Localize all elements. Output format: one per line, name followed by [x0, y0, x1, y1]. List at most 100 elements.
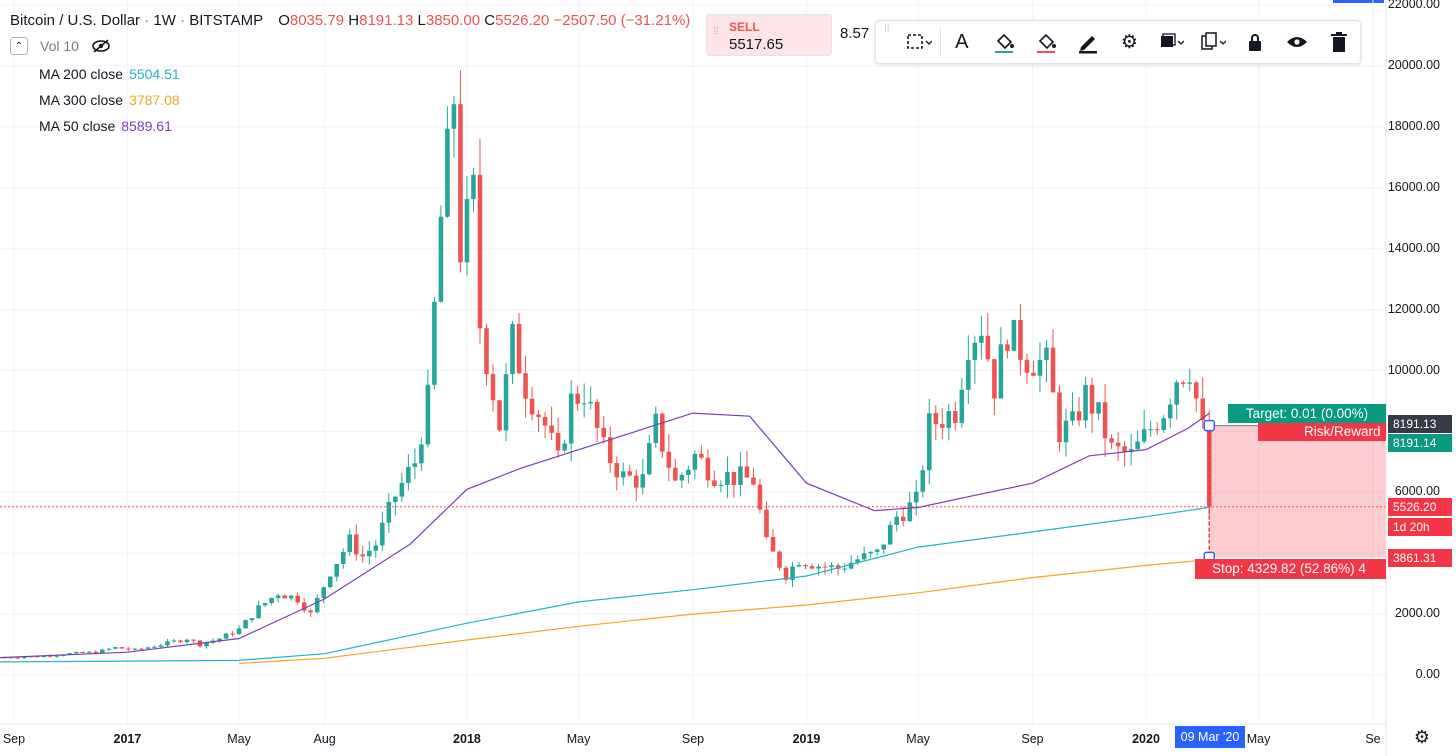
- candle-body: [158, 645, 164, 647]
- candle-body: [308, 610, 313, 613]
- ma50-label: MA 50 close: [39, 118, 116, 134]
- candle-body: [614, 463, 620, 478]
- candle-body: [992, 359, 997, 399]
- candle-body: [998, 344, 1004, 399]
- time-tick-label: May: [566, 732, 591, 746]
- candle-body: [783, 567, 789, 580]
- time-tick-label: 2017: [113, 732, 142, 746]
- candle-body: [979, 335, 984, 343]
- text-icon[interactable]: A: [955, 30, 969, 53]
- candle-body: [262, 602, 268, 606]
- candle-body: [236, 628, 242, 635]
- low-label: L: [417, 12, 426, 29]
- drag-handle-icon[interactable]: ⁞⁞: [713, 26, 719, 37]
- price-tick-label: 14000.00: [1387, 240, 1440, 255]
- candle-body: [1154, 429, 1160, 431]
- collapse-legend-button[interactable]: ⌃: [10, 37, 28, 55]
- time-tick-label: May: [227, 732, 251, 746]
- position-tool: [0, 419, 1386, 564]
- candle-body: [288, 595, 294, 599]
- candle-body: [666, 451, 672, 468]
- sell-button[interactable]: ⁞⁞ SELL 5517.65: [706, 14, 832, 56]
- fill-bucket-icon[interactable]: [983, 24, 1025, 60]
- candle-body: [881, 544, 886, 550]
- volume-legend[interactable]: ⌃ Vol 10: [10, 37, 111, 55]
- interval-label: 1W: [153, 12, 176, 29]
- candle-body: [568, 393, 574, 444]
- lock-icon[interactable]: [1234, 24, 1276, 60]
- stop-label[interactable]: Stop: 4329.82 (52.86%) 4: [1195, 559, 1386, 579]
- ma50-value: 8589.61: [121, 118, 172, 134]
- candle-body: [386, 501, 392, 523]
- candle-body: [581, 403, 587, 405]
- candle-body: [1135, 441, 1140, 450]
- candle-body: [399, 482, 405, 497]
- close-label: C: [484, 12, 496, 29]
- open-value: 8035.79: [289, 12, 345, 29]
- low-value: 3850.00: [425, 12, 481, 29]
- template-icon[interactable]: [1150, 24, 1192, 60]
- ma200-legend[interactable]: MA 200 close 5504.51: [39, 66, 180, 82]
- price-tag: 8191.13: [1388, 415, 1452, 433]
- candle-body: [633, 475, 639, 488]
- risk-zone: [1209, 425, 1386, 558]
- candle-body: [1083, 384, 1088, 421]
- time-tick-label: Sep: [681, 732, 705, 746]
- candle-body: [1037, 359, 1043, 376]
- ma200-value: 5504.51: [129, 66, 180, 82]
- candle-body: [321, 587, 326, 598]
- background-bucket-icon[interactable]: [1025, 24, 1067, 60]
- eye-icon[interactable]: [1276, 24, 1318, 60]
- candle-body: [1096, 402, 1101, 414]
- price-tick-label: 2000.00: [1394, 606, 1440, 621]
- candle-body: [940, 424, 945, 428]
- candle-body: [848, 562, 854, 569]
- candle-body: [1161, 418, 1166, 431]
- symbol-legend[interactable]: Bitcoin / U.S. Dollar · 1W · BITSTAMP O8…: [10, 12, 691, 29]
- drawing-toolbar[interactable]: ⁞⁞ A ⚙: [875, 20, 1361, 64]
- candle-body: [171, 640, 177, 642]
- candle-body: [113, 647, 118, 649]
- candle-body: [966, 359, 971, 390]
- candle-body: [503, 374, 509, 431]
- candle-body: [230, 633, 235, 635]
- candle-body: [705, 457, 711, 481]
- candle-body: [647, 443, 652, 475]
- risk-reward-label[interactable]: Risk/Reward: [1258, 423, 1386, 441]
- candle-body: [373, 545, 379, 551]
- candle-body: [132, 648, 138, 650]
- settings-gear-icon[interactable]: ⚙: [1413, 727, 1431, 747]
- open-label: O: [278, 12, 290, 29]
- candle-body: [764, 509, 769, 538]
- candle-body: [1174, 382, 1179, 405]
- candle-body: [959, 389, 965, 424]
- time-tick-label: 2019: [792, 732, 821, 746]
- eye-hidden-icon[interactable]: [91, 39, 111, 53]
- gear-icon[interactable]: ⚙: [1120, 31, 1138, 53]
- clone-icon[interactable]: [1192, 24, 1234, 60]
- candle-body: [165, 641, 170, 646]
- time-tick-label: Aug: [313, 732, 336, 746]
- candle-body: [1128, 449, 1134, 453]
- time-tick-label: May: [1246, 732, 1271, 746]
- candle-body: [184, 639, 190, 642]
- candle-body: [933, 413, 939, 425]
- candle-body: [380, 522, 385, 546]
- pencil-icon[interactable]: [1067, 24, 1109, 60]
- price-tick-label: 22000.00: [1387, 0, 1440, 12]
- candle-body: [191, 639, 196, 641]
- volume-label: Vol 10: [40, 38, 79, 54]
- ma300-legend[interactable]: MA 300 close 3787.08: [39, 92, 180, 108]
- toolbar-drag-handle-icon[interactable]: ⁞⁞: [884, 24, 890, 35]
- candle-body: [21, 656, 27, 658]
- select-region-icon[interactable]: [898, 24, 940, 60]
- candle-body: [1031, 372, 1036, 376]
- candle-body: [106, 648, 112, 650]
- ma50-legend[interactable]: MA 50 close 8589.61: [39, 118, 172, 134]
- trash-icon[interactable]: [1318, 24, 1360, 60]
- target-label[interactable]: Target: 0.01 (0.00%): [1228, 404, 1386, 423]
- candle-body: [412, 463, 418, 467]
- time-tick-label: 2020: [1132, 732, 1160, 746]
- candle-body: [660, 413, 665, 452]
